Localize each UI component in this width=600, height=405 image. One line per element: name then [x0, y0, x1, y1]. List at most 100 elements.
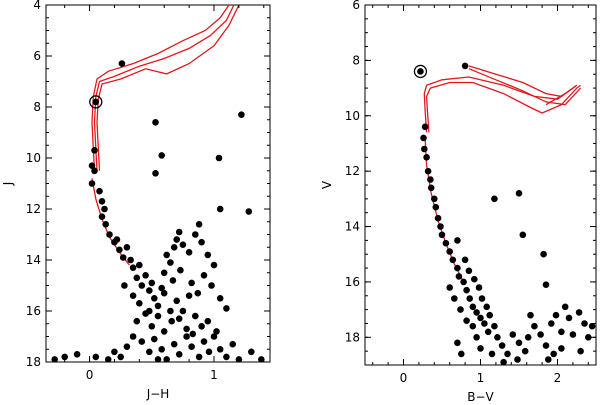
x-tick-label: 1 [477, 371, 485, 385]
star-point [188, 343, 195, 351]
star-point [565, 314, 573, 322]
star-point [461, 62, 469, 70]
star-point [154, 312, 162, 320]
star-point [158, 284, 165, 292]
star-point [437, 223, 444, 230]
star-point [488, 350, 496, 358]
y-tick-label: 14 [26, 253, 41, 267]
star-point [515, 190, 523, 197]
star-point [198, 323, 205, 330]
star-point [168, 317, 175, 325]
star-point [195, 221, 203, 228]
star-point [457, 306, 464, 313]
star-point [484, 328, 492, 336]
y-tick-label: 10 [345, 109, 360, 123]
star-point [194, 289, 202, 297]
star-point [189, 330, 197, 338]
y-tick-label: 18 [345, 330, 360, 344]
star-point [449, 256, 457, 264]
star-point [427, 184, 435, 192]
star-point [205, 348, 213, 356]
star-point [160, 328, 168, 335]
star-point [160, 269, 168, 277]
star-point [151, 335, 158, 343]
star-point [438, 231, 446, 239]
star-point [192, 231, 199, 238]
star-point [106, 231, 113, 238]
star-point [158, 152, 165, 159]
star-point [179, 307, 187, 315]
star-point [88, 180, 96, 187]
y-tick-label: 4 [33, 0, 41, 12]
star-point [119, 254, 127, 261]
star-point [575, 309, 583, 316]
star-point [183, 325, 190, 333]
y-tick-label: 16 [345, 275, 360, 289]
star-point [133, 317, 141, 325]
star-point [152, 119, 159, 126]
star-point [146, 307, 153, 315]
star-point [548, 320, 555, 327]
star-point [542, 342, 550, 349]
star-point [175, 351, 183, 358]
star-point [223, 305, 230, 312]
star-point [558, 328, 565, 336]
star-point [61, 353, 68, 361]
star-point [148, 279, 156, 287]
star-point [421, 123, 429, 131]
star-point [585, 334, 592, 341]
star-point [183, 333, 190, 340]
star-point [481, 320, 488, 327]
star-point [173, 297, 180, 305]
star-point [258, 356, 265, 362]
star-point [504, 350, 511, 358]
star-point [92, 353, 100, 361]
star-point [521, 347, 529, 355]
star-point [163, 251, 170, 259]
star-point [581, 320, 588, 327]
star-point [73, 351, 81, 358]
star-point [463, 286, 470, 294]
star-point [540, 250, 547, 258]
y-tick-label: 6 [33, 49, 41, 63]
isochrone-track [93, 5, 235, 171]
star-point [200, 272, 208, 279]
isochrone-track [468, 68, 582, 106]
star-point [473, 309, 480, 316]
star-point [142, 272, 149, 279]
star-point [151, 295, 158, 302]
star-point [465, 267, 473, 275]
star-point [515, 339, 523, 347]
star-point [477, 314, 484, 322]
star-point [432, 203, 440, 211]
x-tick-label: 2 [554, 371, 562, 385]
star-point [451, 295, 458, 302]
star-point [96, 187, 103, 195]
star-point [169, 277, 177, 284]
y-tick-label: 8 [33, 100, 41, 114]
star-point [471, 275, 478, 283]
star-point [98, 213, 106, 220]
star-point [102, 221, 109, 228]
star-point [216, 205, 224, 213]
star-point [129, 292, 137, 300]
star-point [421, 145, 428, 153]
star-point [152, 170, 159, 177]
star-point [216, 295, 224, 302]
star-point [136, 261, 143, 269]
star-point [545, 356, 552, 363]
star-point [175, 228, 183, 236]
star-point [550, 350, 557, 358]
star-point [123, 343, 131, 351]
star-point [454, 339, 461, 347]
x-tick-label: 0 [400, 371, 408, 385]
star-point [129, 333, 137, 340]
x-tick-label: 1 [210, 368, 218, 382]
star-point [101, 205, 108, 213]
star-point [248, 348, 255, 356]
star-point [509, 331, 517, 338]
star-point [210, 333, 218, 340]
star-point [491, 195, 498, 203]
